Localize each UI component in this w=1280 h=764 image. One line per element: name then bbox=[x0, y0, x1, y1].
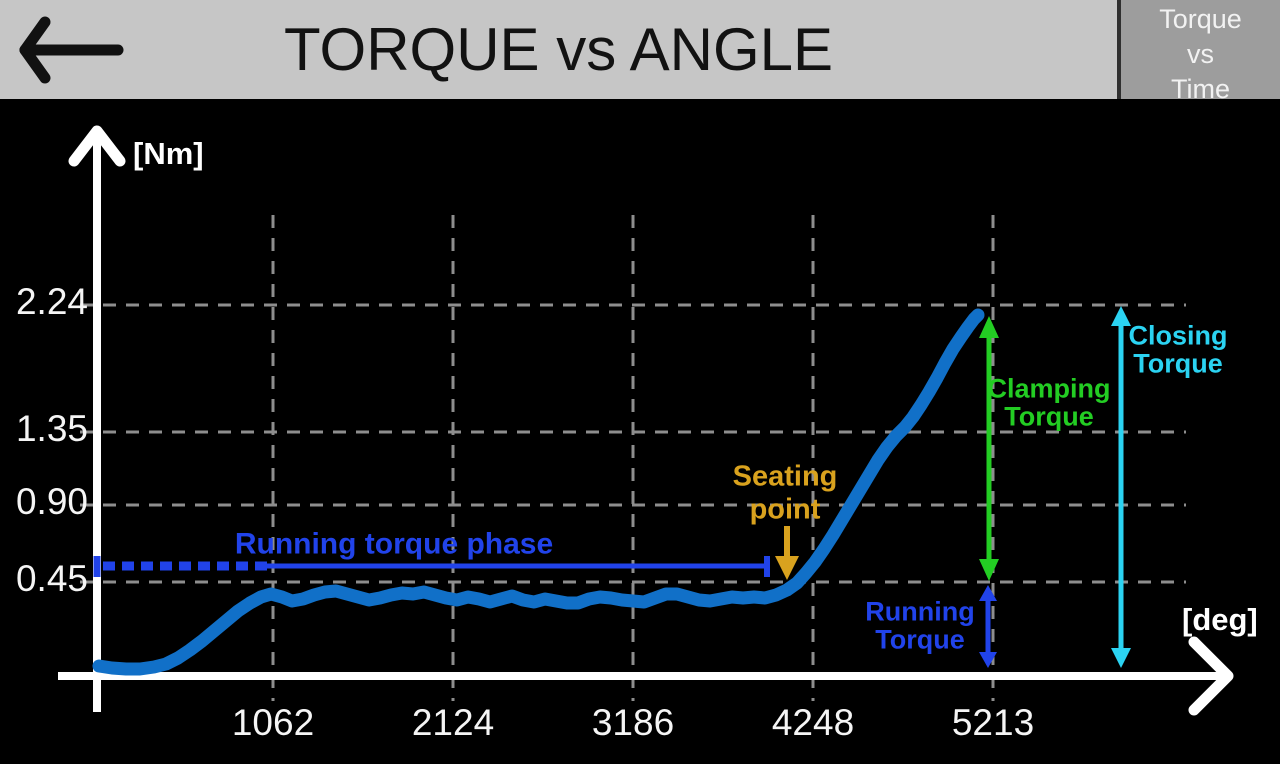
closing-torque-arrow-head-top bbox=[1111, 306, 1131, 326]
axes bbox=[58, 125, 1234, 716]
x-tick-label: 2124 bbox=[411, 702, 495, 743]
x-axis-arrowhead bbox=[1188, 636, 1234, 716]
running-torque-phase-label: Running torque phase bbox=[234, 527, 554, 561]
clamping-torque-label: Clamping Torque bbox=[987, 373, 1111, 432]
x-tick-label: 3186 bbox=[591, 702, 675, 743]
seating-point-arrowhead bbox=[775, 556, 799, 580]
closing-torque-label: Closing Torque bbox=[1128, 320, 1228, 379]
annotation-shapes bbox=[93, 306, 1131, 668]
running-torque-arrow-head-bottom bbox=[979, 652, 997, 668]
y-tick-label: 2.24 bbox=[15, 281, 88, 322]
x-axis-unit-label: [deg] bbox=[1182, 602, 1258, 637]
clamping-torque-arrow-head-bottom bbox=[979, 559, 999, 581]
clamping-torque-arrow-head-top bbox=[979, 316, 999, 338]
back-arrow-icon bbox=[19, 16, 124, 84]
y-tick-label: 0.90 bbox=[15, 481, 88, 522]
y-axis-unit-label: [Nm] bbox=[133, 136, 204, 171]
y-tick-label: 0.45 bbox=[15, 558, 88, 599]
header-bar: TORQUE vs ANGLE Torque vs Time bbox=[0, 0, 1280, 104]
closing-torque-arrow-head-bottom bbox=[1111, 648, 1131, 668]
y-axis-arrowhead bbox=[68, 125, 126, 167]
torque-curve-line bbox=[92, 308, 985, 676]
page-title: TORQUE vs ANGLE bbox=[283, 16, 834, 83]
y-tick-label: 1.35 bbox=[15, 408, 88, 449]
torque-vs-time-button[interactable]: Torque vs Time bbox=[1117, 0, 1280, 104]
seating-point-label: Seating point bbox=[732, 460, 838, 526]
x-tick-label: 4248 bbox=[771, 702, 855, 743]
running-torque-label: Running Torque bbox=[865, 596, 975, 655]
torque-curve bbox=[92, 308, 985, 676]
gridlines bbox=[80, 215, 1186, 701]
x-tick-label: 1062 bbox=[231, 702, 315, 743]
back-button[interactable] bbox=[18, 10, 158, 90]
running-torque-arrow-head-top bbox=[979, 585, 997, 601]
x-tick-label: 5213 bbox=[951, 702, 1035, 743]
